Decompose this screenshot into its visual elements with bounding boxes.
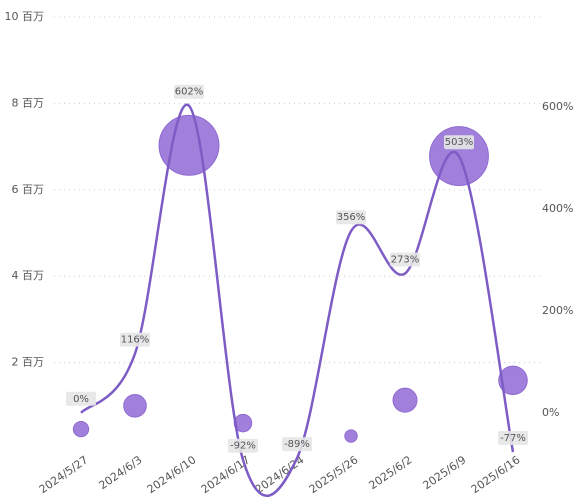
data-label: -77% <box>498 431 528 446</box>
data-label-text: 0% <box>73 394 89 405</box>
data-label-text: 503% <box>445 137 474 148</box>
data-label-text: 273% <box>391 255 420 266</box>
y2-tick-label: 0% <box>542 406 559 419</box>
data-label-text: -89% <box>284 439 310 450</box>
data-label-bg <box>174 84 204 99</box>
x-tick-label: 2025/6/16 <box>469 453 523 496</box>
data-label-bg <box>336 210 366 225</box>
bubble <box>498 365 528 396</box>
data-label-bg <box>120 332 150 347</box>
data-label-text: -77% <box>500 433 526 444</box>
data-label-bg <box>498 431 528 446</box>
y-tick-label: 10 百万 <box>5 10 45 23</box>
data-label-text: 116% <box>121 335 150 346</box>
data-label-bg <box>228 438 258 453</box>
y2-tick-label: 200% <box>542 304 573 317</box>
y2-tick-label: 600% <box>542 100 573 113</box>
data-label: -89% <box>282 437 312 452</box>
bubble <box>158 114 220 176</box>
line <box>80 103 515 497</box>
y-tick-label: 6 百万 <box>12 183 45 196</box>
data-label-text: 356% <box>337 212 366 223</box>
x-tick-label: 2024/5/27 <box>37 453 91 496</box>
x-tick-label: 2024/6/24 <box>253 453 307 496</box>
bubble <box>72 420 90 438</box>
y-tick-label: 4 百万 <box>12 269 45 282</box>
data-label-text: 602% <box>175 87 204 98</box>
bubble <box>344 429 358 443</box>
x-tick-label: 2025/5/26 <box>307 453 361 496</box>
data-label-bg <box>444 135 474 150</box>
data-label-bg <box>390 252 420 267</box>
bubble <box>392 387 418 413</box>
y2-tick-label: 400% <box>542 202 573 215</box>
data-label-bg <box>66 391 96 406</box>
data-label: 356% <box>336 210 366 225</box>
x-tick-label: 2024/6/3 <box>97 453 145 492</box>
data-label: -92% <box>228 438 258 453</box>
x-tick-label: 2025/6/2 <box>367 453 415 492</box>
x-tick-label: 2025/6/9 <box>421 453 469 492</box>
bubble <box>123 394 147 418</box>
data-label-bg <box>282 437 312 452</box>
data-label: 503% <box>444 135 474 150</box>
y-tick-label: 2 百万 <box>12 356 45 369</box>
data-label: 273% <box>390 252 420 267</box>
data-label: 116% <box>120 332 150 347</box>
x-tick-label: 2024/6/17 <box>199 453 253 496</box>
data-label: 0% <box>66 391 96 406</box>
data-label-text: -92% <box>230 441 256 452</box>
x-tick-label: 2024/6/10 <box>145 453 199 496</box>
data-label: 602% <box>174 84 204 99</box>
y-tick-label: 8 百万 <box>12 96 45 109</box>
